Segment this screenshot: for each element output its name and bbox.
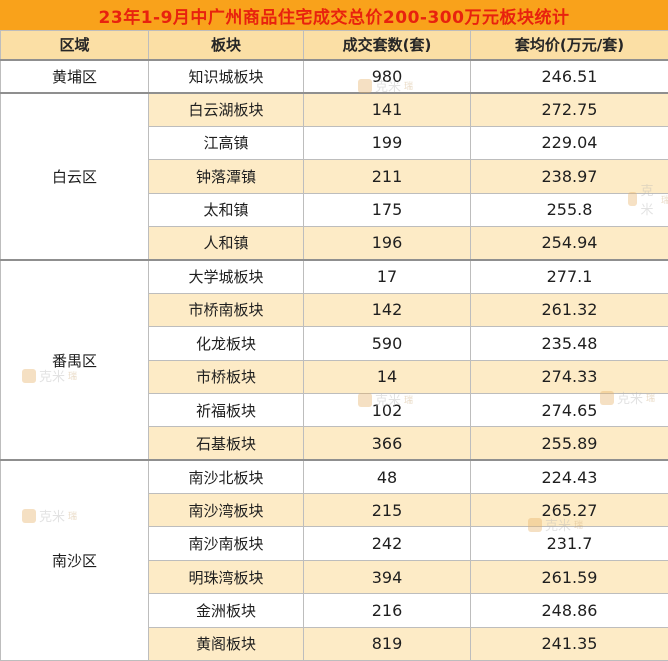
region-cell: 黄埔区 — [0, 58, 149, 94]
column-header-block: 板块 — [148, 30, 304, 61]
block-cell: 黄阁板块 — [148, 626, 304, 661]
price-cell: 274.33 — [470, 359, 668, 394]
table-row: 太和镇 175 255.8 — [1, 192, 668, 227]
table-header: 区域 板块 成交套数(套) 套均价(万元/套) — [0, 30, 668, 61]
block-cell: 大学城板块 — [148, 258, 304, 294]
price-cell: 255.89 — [470, 426, 668, 461]
price-cell: 272.75 — [470, 91, 668, 127]
price-cell: 274.65 — [470, 392, 668, 428]
block-cell: 市桥板块 — [148, 359, 304, 394]
table-row: 明珠湾板块 394 261.59 — [1, 559, 668, 595]
table-row: 番禺区 大学城板块 17 277.1 — [0, 258, 668, 461]
table-row: 黄埔区 知识城板块 980 246.51 — [0, 58, 668, 94]
price-cell: 265.27 — [470, 493, 668, 528]
count-cell: 175 — [303, 192, 471, 227]
count-cell: 211 — [303, 159, 471, 194]
region-cell: 番禺区 — [0, 258, 149, 461]
table-row: 祈福板块 102 274.65 — [1, 392, 668, 428]
count-cell: 242 — [303, 526, 471, 561]
page-title: 23年1-9月中广州商品住宅成交总价200-300万元板块统计 — [0, 0, 668, 30]
price-cell: 277.1 — [470, 258, 668, 294]
block-cell: 石基板块 — [148, 426, 304, 461]
table-row: 市桥南板块 142 261.32 — [1, 292, 668, 328]
block-cell: 南沙北板块 — [148, 459, 304, 495]
count-cell: 102 — [303, 392, 471, 428]
count-cell: 141 — [303, 91, 471, 127]
block-cell: 白云湖板块 — [148, 91, 304, 127]
price-cell: 229.04 — [470, 125, 668, 161]
table-row: 市桥板块 14 274.33 — [1, 359, 668, 394]
table-row: 人和镇 196 254.94 — [1, 225, 668, 261]
stats-table: 区域 板块 成交套数(套) 套均价(万元/套) 黄埔区 知识城板块 980 246.5… — [0, 30, 668, 661]
block-cell: 人和镇 — [148, 225, 304, 261]
count-cell: 215 — [303, 493, 471, 528]
block-cell: 祈福板块 — [148, 392, 304, 428]
block-cell: 南沙南板块 — [148, 526, 304, 561]
header-row: 区域 板块 成交套数(套) 套均价(万元/套) — [0, 30, 668, 61]
price-cell: 235.48 — [470, 326, 668, 361]
table-row: 石基板块 366 255.89 — [1, 426, 668, 461]
price-cell: 261.59 — [470, 559, 668, 595]
price-cell: 246.51 — [470, 58, 668, 94]
price-cell: 238.97 — [470, 159, 668, 194]
table-body: 黄埔区 知识城板块 980 246.51 白云区 白云湖板块 141 272.75 江高镇 199… — [0, 58, 668, 661]
block-cell: 金洲板块 — [148, 593, 304, 628]
table-row: 南沙区 南沙北板块 48 224.43 — [0, 459, 668, 661]
price-cell: 231.7 — [470, 526, 668, 561]
block-cell: 太和镇 — [148, 192, 304, 227]
count-cell: 980 — [303, 58, 471, 94]
table-row: 江高镇 199 229.04 — [1, 125, 668, 161]
table-row: 白云区 白云湖板块 141 272.75 — [0, 91, 668, 261]
count-cell: 394 — [303, 559, 471, 595]
region-cell: 南沙区 — [0, 459, 149, 661]
count-cell: 48 — [303, 459, 471, 495]
block-cell: 钟落潭镇 — [148, 159, 304, 194]
count-cell: 216 — [303, 593, 471, 628]
block-cell: 化龙板块 — [148, 326, 304, 361]
column-header-region: 区域 — [0, 30, 149, 61]
price-cell: 254.94 — [470, 225, 668, 261]
table-row: 黄阁板块 819 241.35 — [1, 626, 668, 661]
table-row: 钟落潭镇 211 238.97 — [1, 159, 668, 194]
count-cell: 196 — [303, 225, 471, 261]
count-cell: 366 — [303, 426, 471, 461]
block-cell: 明珠湾板块 — [148, 559, 304, 595]
count-cell: 590 — [303, 326, 471, 361]
region-cell: 白云区 — [0, 91, 149, 261]
price-cell: 261.32 — [470, 292, 668, 328]
column-header-count: 成交套数(套) — [303, 30, 471, 61]
table-row: 南沙南板块 242 231.7 — [1, 526, 668, 561]
count-cell: 142 — [303, 292, 471, 328]
block-cell: 市桥南板块 — [148, 292, 304, 328]
price-cell: 241.35 — [470, 626, 668, 661]
price-cell: 248.86 — [470, 593, 668, 628]
block-cell: 南沙湾板块 — [148, 493, 304, 528]
column-header-avg-price: 套均价(万元/套) — [470, 30, 668, 61]
price-cell: 255.8 — [470, 192, 668, 227]
count-cell: 14 — [303, 359, 471, 394]
price-cell: 224.43 — [470, 459, 668, 495]
block-cell: 江高镇 — [148, 125, 304, 161]
block-cell: 知识城板块 — [148, 58, 304, 94]
count-cell: 819 — [303, 626, 471, 661]
count-cell: 199 — [303, 125, 471, 161]
count-cell: 17 — [303, 258, 471, 294]
